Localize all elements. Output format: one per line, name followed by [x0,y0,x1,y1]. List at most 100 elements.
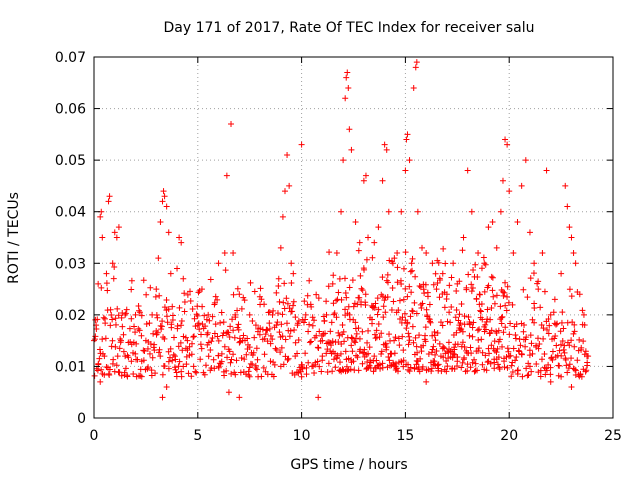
data-point [187,298,194,305]
data-point [230,291,237,298]
data-point [568,293,575,300]
data-point [433,347,440,354]
data-point [501,364,508,371]
data-point [383,344,390,351]
data-point [257,285,264,292]
data-point [547,311,554,318]
data-point [549,348,556,355]
data-point [384,271,391,278]
data-point [460,234,467,241]
data-point [321,317,328,324]
data-point [417,301,424,308]
data-point [498,320,505,327]
data-point [469,359,476,366]
data-point [579,307,586,314]
data-point [225,329,232,336]
data-point [212,293,219,300]
data-point [385,279,392,286]
data-point [105,198,112,205]
data-point [369,316,376,323]
data-point [187,288,194,295]
data-point [274,319,281,326]
y-tick-label: 0.06 [55,102,86,118]
data-point [122,353,129,360]
data-point [275,283,282,290]
data-point [546,322,553,329]
data-point [582,348,589,355]
data-point [218,350,225,357]
data-point [584,359,591,366]
data-point [505,348,512,355]
data-point [236,394,243,401]
data-point [277,244,284,251]
data-point [190,333,197,340]
data-point [537,304,544,311]
data-point [304,292,311,299]
data-point [468,350,475,357]
data-point [535,286,542,293]
data-point [92,333,99,340]
data-point [331,310,338,317]
data-point [373,357,380,364]
data-point [504,141,511,148]
data-point [327,328,334,335]
data-point [428,368,435,375]
data-point [269,311,276,318]
data-point [429,332,436,339]
data-point [352,335,359,342]
data-point [488,342,495,349]
data-point [232,311,239,318]
data-point [249,361,256,368]
data-point [464,361,471,368]
data-point [412,64,419,71]
data-point [372,300,379,307]
data-point [365,350,372,357]
data-point [519,373,526,380]
data-point [209,335,216,342]
data-point [411,299,418,306]
data-point [395,335,402,342]
data-point [371,353,378,360]
data-point [246,344,253,351]
data-point [572,367,579,374]
data-point [378,330,385,337]
data-point [302,311,309,318]
data-point [400,296,407,303]
data-point [504,364,511,371]
data-point [134,356,141,363]
data-point [346,126,353,133]
data-point [350,358,357,365]
data-point [518,320,525,327]
data-point [189,305,196,312]
data-point [100,314,107,321]
data-point [540,335,547,342]
data-point [302,316,309,323]
data-point [348,342,355,349]
data-point [356,294,363,301]
data-point [152,370,159,377]
data-point [493,349,500,356]
data-point [470,267,477,274]
data-point [167,345,174,352]
data-point [520,286,527,293]
data-point [499,313,506,320]
data-point [247,279,254,286]
data-point [290,302,297,309]
data-point [165,306,172,313]
data-point [185,370,192,377]
data-point [153,286,160,293]
data-point [385,354,392,361]
data-point [336,332,343,339]
data-point [329,368,336,375]
data-point [509,369,516,376]
data-point [540,325,547,332]
data-point [313,291,320,298]
data-point [378,350,385,357]
data-point [302,350,309,357]
data-point [342,306,349,313]
data-point [431,329,438,336]
data-point [308,303,315,310]
data-point [375,306,382,313]
data-point [495,327,502,334]
data-point [484,359,491,366]
